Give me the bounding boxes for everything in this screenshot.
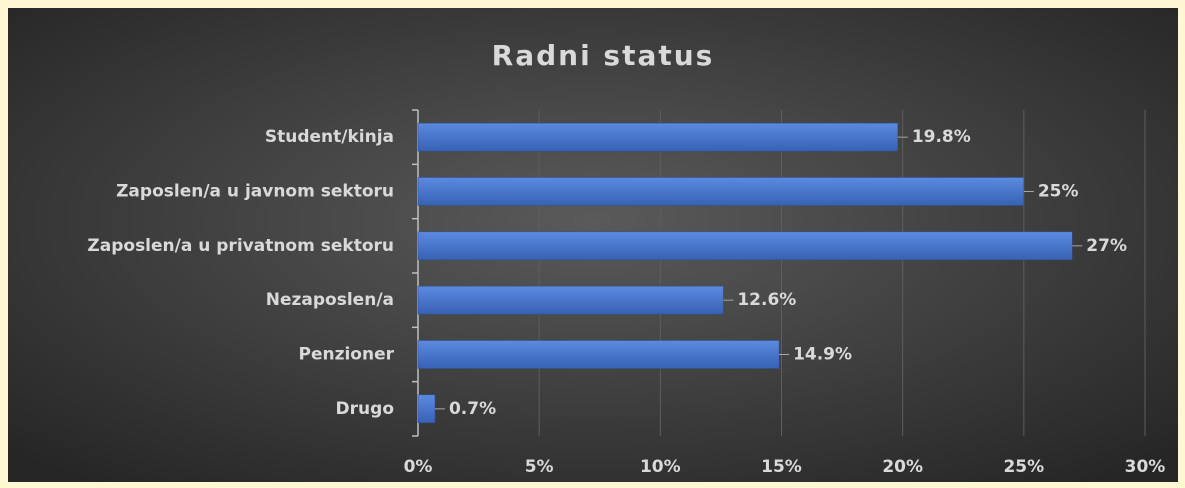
value-label: 25% <box>1038 182 1079 202</box>
bar <box>417 122 899 152</box>
y-tick-label: Zaposlen/a u privatnom sektoru <box>87 236 394 256</box>
value-label: 14.9% <box>793 345 852 365</box>
y-tick-label: Drugo <box>336 399 394 419</box>
bar <box>417 177 1025 206</box>
value-label: 19.8% <box>912 127 971 147</box>
y-tick-label: Zaposlen/a u javnom sektoru <box>116 182 394 202</box>
value-label: 0.7% <box>449 399 496 419</box>
x-tick-label: 15% <box>761 457 802 477</box>
x-tick-label: 20% <box>882 457 923 477</box>
y-tick-label: Penzioner <box>298 345 394 365</box>
value-label: 27% <box>1086 236 1127 256</box>
x-tick-label: 10% <box>640 457 681 477</box>
bar <box>417 285 724 315</box>
value-label: 12.6% <box>737 290 796 310</box>
bar <box>417 394 436 424</box>
chart-title: Radni status <box>492 39 715 72</box>
bar <box>417 231 1073 261</box>
x-tick-label: 5% <box>525 457 554 477</box>
x-tick-label: 30% <box>1125 457 1166 477</box>
y-tick-label: Nezaposlen/a <box>266 290 394 310</box>
x-tick-label: 25% <box>1003 457 1044 477</box>
x-tick-label: 0% <box>404 457 433 477</box>
y-tick-label: Student/kinja <box>265 127 394 147</box>
bar <box>417 340 780 369</box>
